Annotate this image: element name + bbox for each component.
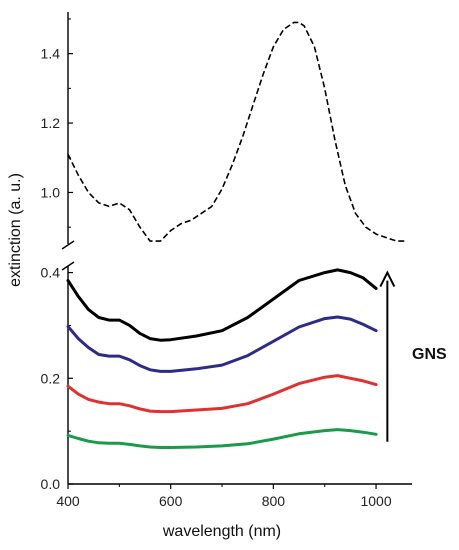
series-group [66,21,407,449]
x-tick-label: 600 [159,493,183,509]
y-tick-label: 1.0 [41,184,61,200]
x-tick-label: 800 [262,493,286,509]
y-tick-label: 1.4 [41,46,61,62]
red-spectrum-line [66,374,378,414]
axis-break-mark-lower [61,261,75,271]
gns-label: GNS [412,346,447,363]
x-axis-label: wavelength (nm) [162,523,281,540]
gns-arrow-head [379,270,396,288]
x-tick-label: 400 [56,493,80,509]
black-spectrum-line [66,268,378,342]
y-tick-label: 1.2 [41,115,61,131]
axes [61,12,412,485]
blue-spectrum-line [66,315,378,373]
annotations: GNS [379,270,447,442]
axis-break-mark-upper [61,240,75,250]
y-tick-label: 0.0 [41,476,61,492]
y-axis-label: extinction (a. u.) [7,173,24,287]
green-spectrum-line [66,428,378,449]
x-tick-label: 1000 [360,493,391,509]
ticks: 400 600 800 1000 1.0 1.2 1.4 0.0 0.2 0.4 [41,18,392,509]
y-tick-label: 0.2 [41,370,61,386]
dashed-spectrum-line [67,21,407,242]
y-tick-label: 0.4 [41,265,61,281]
